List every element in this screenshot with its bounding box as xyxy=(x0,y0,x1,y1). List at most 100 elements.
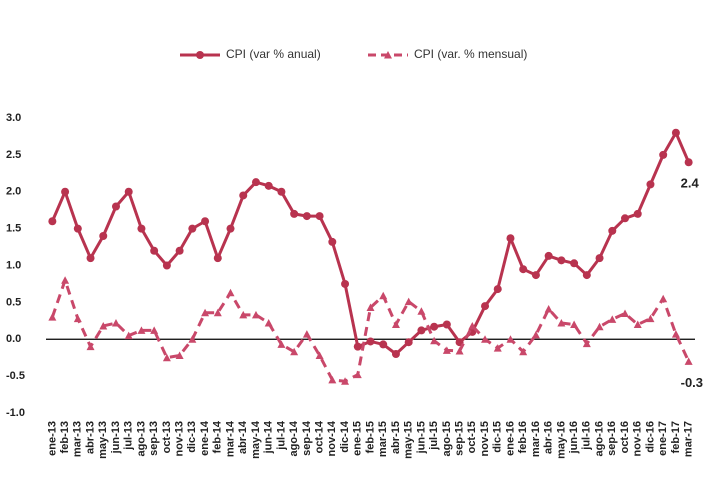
x-tick-label: feb-17 xyxy=(670,421,682,453)
x-tick-label: mar-13 xyxy=(72,421,84,457)
point xyxy=(671,330,680,338)
x-tick-label: mar-14 xyxy=(224,420,236,457)
point xyxy=(73,314,82,323)
point xyxy=(379,291,388,300)
point xyxy=(621,214,630,223)
point xyxy=(61,187,70,196)
x-tick-label: oct-14 xyxy=(314,420,326,453)
point xyxy=(302,330,311,338)
point xyxy=(506,335,515,343)
point xyxy=(124,331,133,340)
x-tick-label: feb-16 xyxy=(517,421,529,453)
point xyxy=(264,181,273,190)
point xyxy=(251,178,260,187)
point xyxy=(162,261,171,270)
x-tick-label: nov-13 xyxy=(174,421,186,456)
point xyxy=(544,251,553,260)
point xyxy=(404,338,413,347)
x-tick-label: oct-13 xyxy=(161,421,173,453)
y-tick-label: 3.0 xyxy=(6,112,21,124)
x-tick-label: mar-15 xyxy=(377,421,389,457)
point xyxy=(430,322,439,331)
point xyxy=(73,224,82,233)
point xyxy=(442,346,451,354)
point xyxy=(557,319,566,327)
x-tick-label: dic-14 xyxy=(339,420,351,453)
point xyxy=(366,337,375,346)
point xyxy=(557,256,566,265)
point xyxy=(188,335,197,343)
x-tick-label: nov-15 xyxy=(479,421,491,456)
x-tick-label: ene-17 xyxy=(657,421,669,456)
x-tick-label: nov-16 xyxy=(632,421,644,456)
point xyxy=(86,254,95,263)
x-tick-label: ene-16 xyxy=(504,421,516,456)
point xyxy=(277,340,286,348)
point xyxy=(111,202,120,211)
point xyxy=(608,226,617,235)
point xyxy=(226,224,235,233)
point xyxy=(633,320,642,328)
point xyxy=(621,309,630,317)
y-tick-label: -1.0 xyxy=(6,407,25,419)
point xyxy=(659,150,668,159)
x-tick-label: sep-15 xyxy=(453,421,465,456)
x-tick-label: abr-13 xyxy=(84,421,96,454)
point xyxy=(493,344,502,352)
point xyxy=(99,232,108,240)
point xyxy=(315,212,324,221)
x-tick-label: sep-13 xyxy=(148,421,160,456)
point xyxy=(290,209,299,218)
x-tick-label: mar-16 xyxy=(530,421,542,457)
point xyxy=(417,307,426,315)
legend-marker xyxy=(384,51,392,59)
point xyxy=(137,224,146,233)
point xyxy=(251,310,260,319)
point xyxy=(111,319,120,327)
x-tick-label: may-16 xyxy=(555,421,567,459)
point xyxy=(188,224,197,233)
point xyxy=(328,375,337,384)
point xyxy=(86,342,95,351)
point xyxy=(417,326,426,335)
y-tick-label: 1.0 xyxy=(6,259,21,271)
point xyxy=(519,347,528,356)
x-tick-label: jul-16 xyxy=(581,421,593,451)
point xyxy=(493,285,502,294)
point xyxy=(646,314,655,323)
point xyxy=(570,259,579,268)
point xyxy=(328,237,337,246)
x-tick-label: ene-15 xyxy=(352,421,364,456)
point xyxy=(264,319,273,327)
data-label: 2.4 xyxy=(681,176,700,191)
point xyxy=(595,254,604,263)
legend-marker xyxy=(196,51,204,59)
point xyxy=(175,351,184,359)
x-tick-label: ago-16 xyxy=(593,421,605,456)
point xyxy=(659,294,668,303)
point xyxy=(341,377,350,385)
point xyxy=(61,276,70,284)
point xyxy=(582,271,591,280)
point xyxy=(302,212,311,221)
point xyxy=(239,310,248,319)
point xyxy=(481,302,490,311)
x-tick-label: jul-15 xyxy=(428,421,440,451)
x-tick-label: abr-14 xyxy=(237,420,249,454)
x-tick-label: jun-13 xyxy=(110,421,122,454)
point xyxy=(646,180,655,189)
point xyxy=(213,308,222,317)
x-tick-label: ene-13 xyxy=(46,421,58,456)
x-tick-label: may-14 xyxy=(250,420,262,459)
point xyxy=(455,347,464,355)
point xyxy=(150,326,159,334)
series-line xyxy=(50,278,690,383)
series-line xyxy=(50,131,691,356)
point xyxy=(481,335,490,343)
x-tick-label: dic-15 xyxy=(492,421,504,453)
point xyxy=(608,315,617,323)
x-tick-label: feb-14 xyxy=(212,420,224,453)
x-tick-label: feb-13 xyxy=(59,421,71,453)
x-tick-label: jul-13 xyxy=(123,421,135,451)
